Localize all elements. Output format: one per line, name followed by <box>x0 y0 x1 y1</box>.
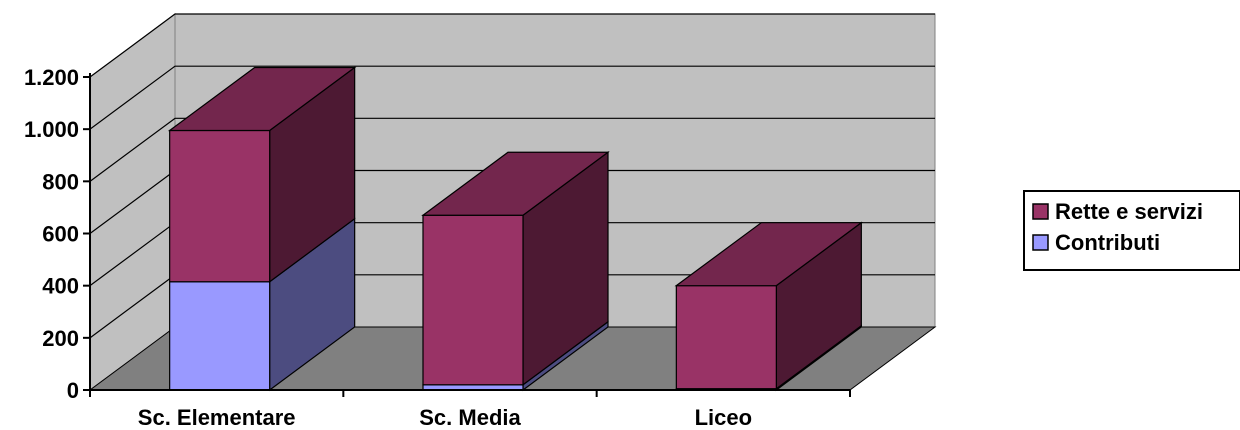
y-tick-label: 1.200 <box>24 65 79 90</box>
gridline <box>89 13 935 78</box>
x-tick-label: Liceo <box>695 405 752 430</box>
y-tick-label: 0 <box>67 378 79 403</box>
bar <box>422 214 524 386</box>
legend-box <box>1023 190 1240 271</box>
bar <box>675 285 777 390</box>
legend: Rette e servizi Contributi <box>1023 190 1240 271</box>
legend-label: Contributi <box>1055 230 1160 255</box>
gridline <box>89 65 935 130</box>
y-tick-label: 600 <box>42 222 79 247</box>
y-tick-label: 200 <box>42 326 79 351</box>
y-tick-label: 400 <box>42 274 79 299</box>
x-axis-labels: Sc. Elementare Sc. Media Liceo <box>138 405 752 430</box>
bars <box>167 66 864 392</box>
legend-swatch <box>1032 203 1049 220</box>
legend-label: Rette e servizi <box>1055 199 1203 224</box>
bar-top <box>421 151 610 216</box>
bar-group <box>674 221 864 392</box>
bar-top <box>167 66 357 132</box>
y-axis-ticks: 0 200 400 600 800 1.000 1.200 <box>24 65 90 403</box>
bar <box>169 281 271 391</box>
y-tick-label: 800 <box>42 169 79 194</box>
gridline <box>89 117 935 182</box>
legend-swatch <box>1032 234 1049 251</box>
x-tick-label: Sc. Media <box>419 405 521 430</box>
bar-top <box>674 222 864 287</box>
x-tick-label: Sc. Elementare <box>138 405 296 430</box>
bar-group <box>167 66 357 392</box>
bar-group <box>421 151 610 392</box>
bar <box>169 129 271 283</box>
y-tick-label: 1.000 <box>24 117 79 142</box>
